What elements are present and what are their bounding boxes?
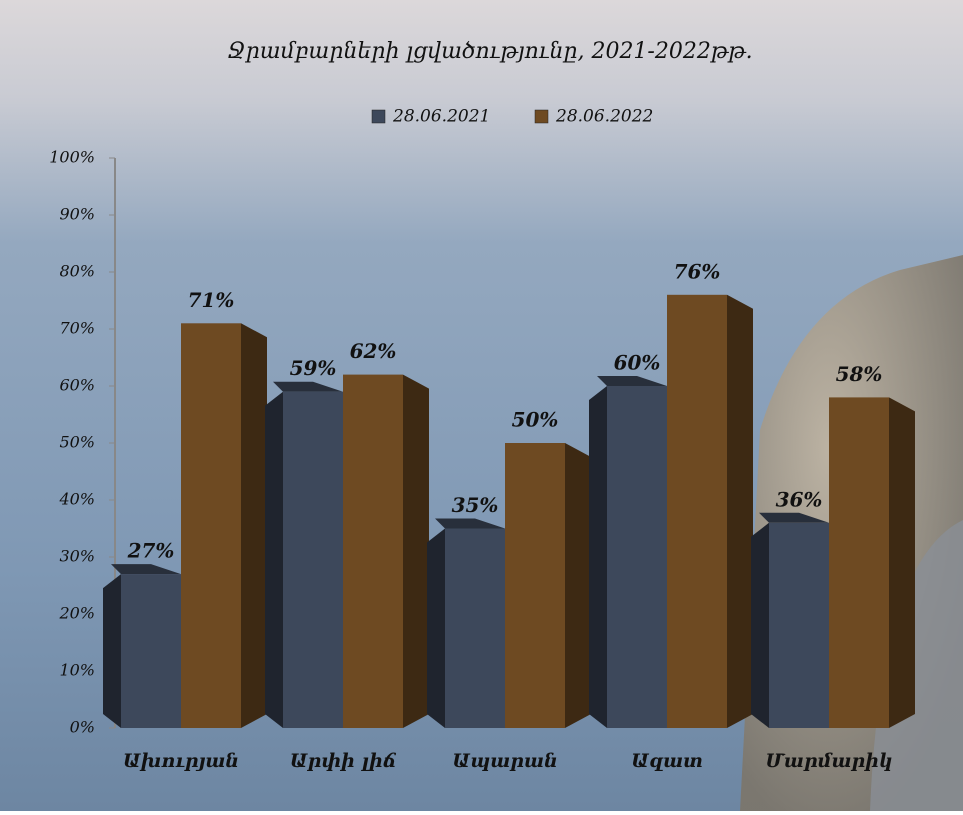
bar-side [589, 386, 607, 728]
y-tick-label: 70% [59, 319, 95, 338]
bar [181, 323, 241, 728]
bar-top [597, 376, 667, 386]
x-tick-label: Ախուրյան [123, 750, 239, 772]
y-tick-label: 40% [58, 490, 95, 509]
x-tick-label: Արփի լիճ [290, 750, 397, 772]
value-label: 50% [512, 408, 559, 432]
bar-top [759, 512, 829, 523]
chart-title: Ջրամբարների լցվածությունը, 2021-2022թթ. [227, 39, 752, 64]
bar-side [565, 443, 591, 728]
y-tick-label: 50% [59, 433, 95, 452]
bar [283, 391, 343, 728]
x-tick-label: Մարմարիկ [765, 750, 892, 772]
legend-label: 28.06.2022 [555, 107, 653, 127]
value-label: 60% [614, 351, 661, 375]
value-label: 62% [350, 339, 397, 363]
y-tick-label: 30% [59, 547, 95, 566]
bar-side [889, 397, 915, 728]
bar [667, 294, 727, 728]
y-tick-label: 90% [59, 205, 95, 224]
legend-swatch [534, 109, 549, 124]
bar [343, 374, 403, 728]
legend-label: 28.06.2021 [392, 107, 490, 127]
bar [769, 522, 829, 728]
value-label: 59% [290, 356, 337, 380]
y-tick-label: 20% [58, 604, 95, 623]
bar-side [265, 391, 283, 728]
x-tick-label: Ապարան [452, 750, 558, 772]
bar [121, 574, 181, 728]
y-tick-label: 80% [59, 262, 95, 281]
bar-side [427, 528, 445, 728]
x-tick-label: Ազատ [631, 750, 703, 772]
value-label: 27% [127, 539, 175, 563]
y-tick-label: 0% [70, 718, 95, 737]
value-label: 36% [776, 487, 823, 511]
bar-side [103, 574, 121, 728]
bar-side [403, 374, 429, 728]
value-label: 35% [452, 493, 499, 517]
value-label: 58% [836, 362, 883, 386]
bar [607, 386, 667, 728]
legend-swatch [371, 109, 386, 124]
y-tick-label: 60% [59, 376, 95, 395]
rock [870, 520, 963, 811]
bar-side [727, 294, 753, 728]
bar-side [751, 522, 769, 728]
y-tick-label: 100% [49, 148, 95, 167]
value-label: 71% [188, 288, 235, 312]
bar-side [241, 323, 267, 728]
bar-top [273, 381, 343, 392]
bar-top [111, 564, 181, 575]
bar [829, 397, 889, 728]
value-label: 76% [674, 259, 721, 283]
bar [505, 443, 565, 728]
bar [445, 528, 505, 728]
bar-top [435, 518, 505, 529]
y-tick-label: 10% [59, 661, 95, 680]
